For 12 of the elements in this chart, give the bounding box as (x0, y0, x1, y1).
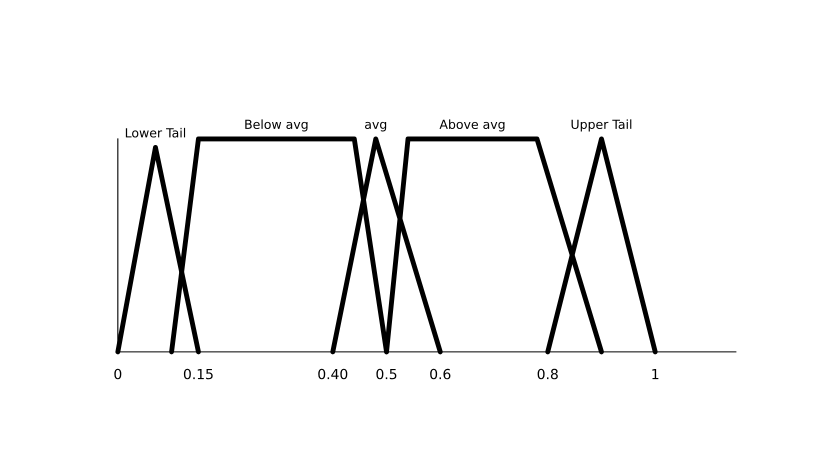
x-tick-label: 0.5 (376, 368, 396, 380)
x-tick-label: 0.40 (318, 368, 348, 380)
x-tick-label: 0.15 (184, 368, 213, 380)
x-tick-label: 0.8 (538, 368, 558, 380)
series-label: Above avg (440, 119, 504, 132)
series-label: avg (365, 122, 386, 132)
x-tick-label: 1 (652, 368, 658, 380)
series-label: Below avg (245, 119, 308, 132)
x-tick-label: 0.6 (430, 368, 450, 380)
x-tick-label: 0 (114, 368, 122, 380)
series-label: Lower Tail (126, 128, 186, 138)
series-label: Upper Tail (572, 119, 632, 132)
